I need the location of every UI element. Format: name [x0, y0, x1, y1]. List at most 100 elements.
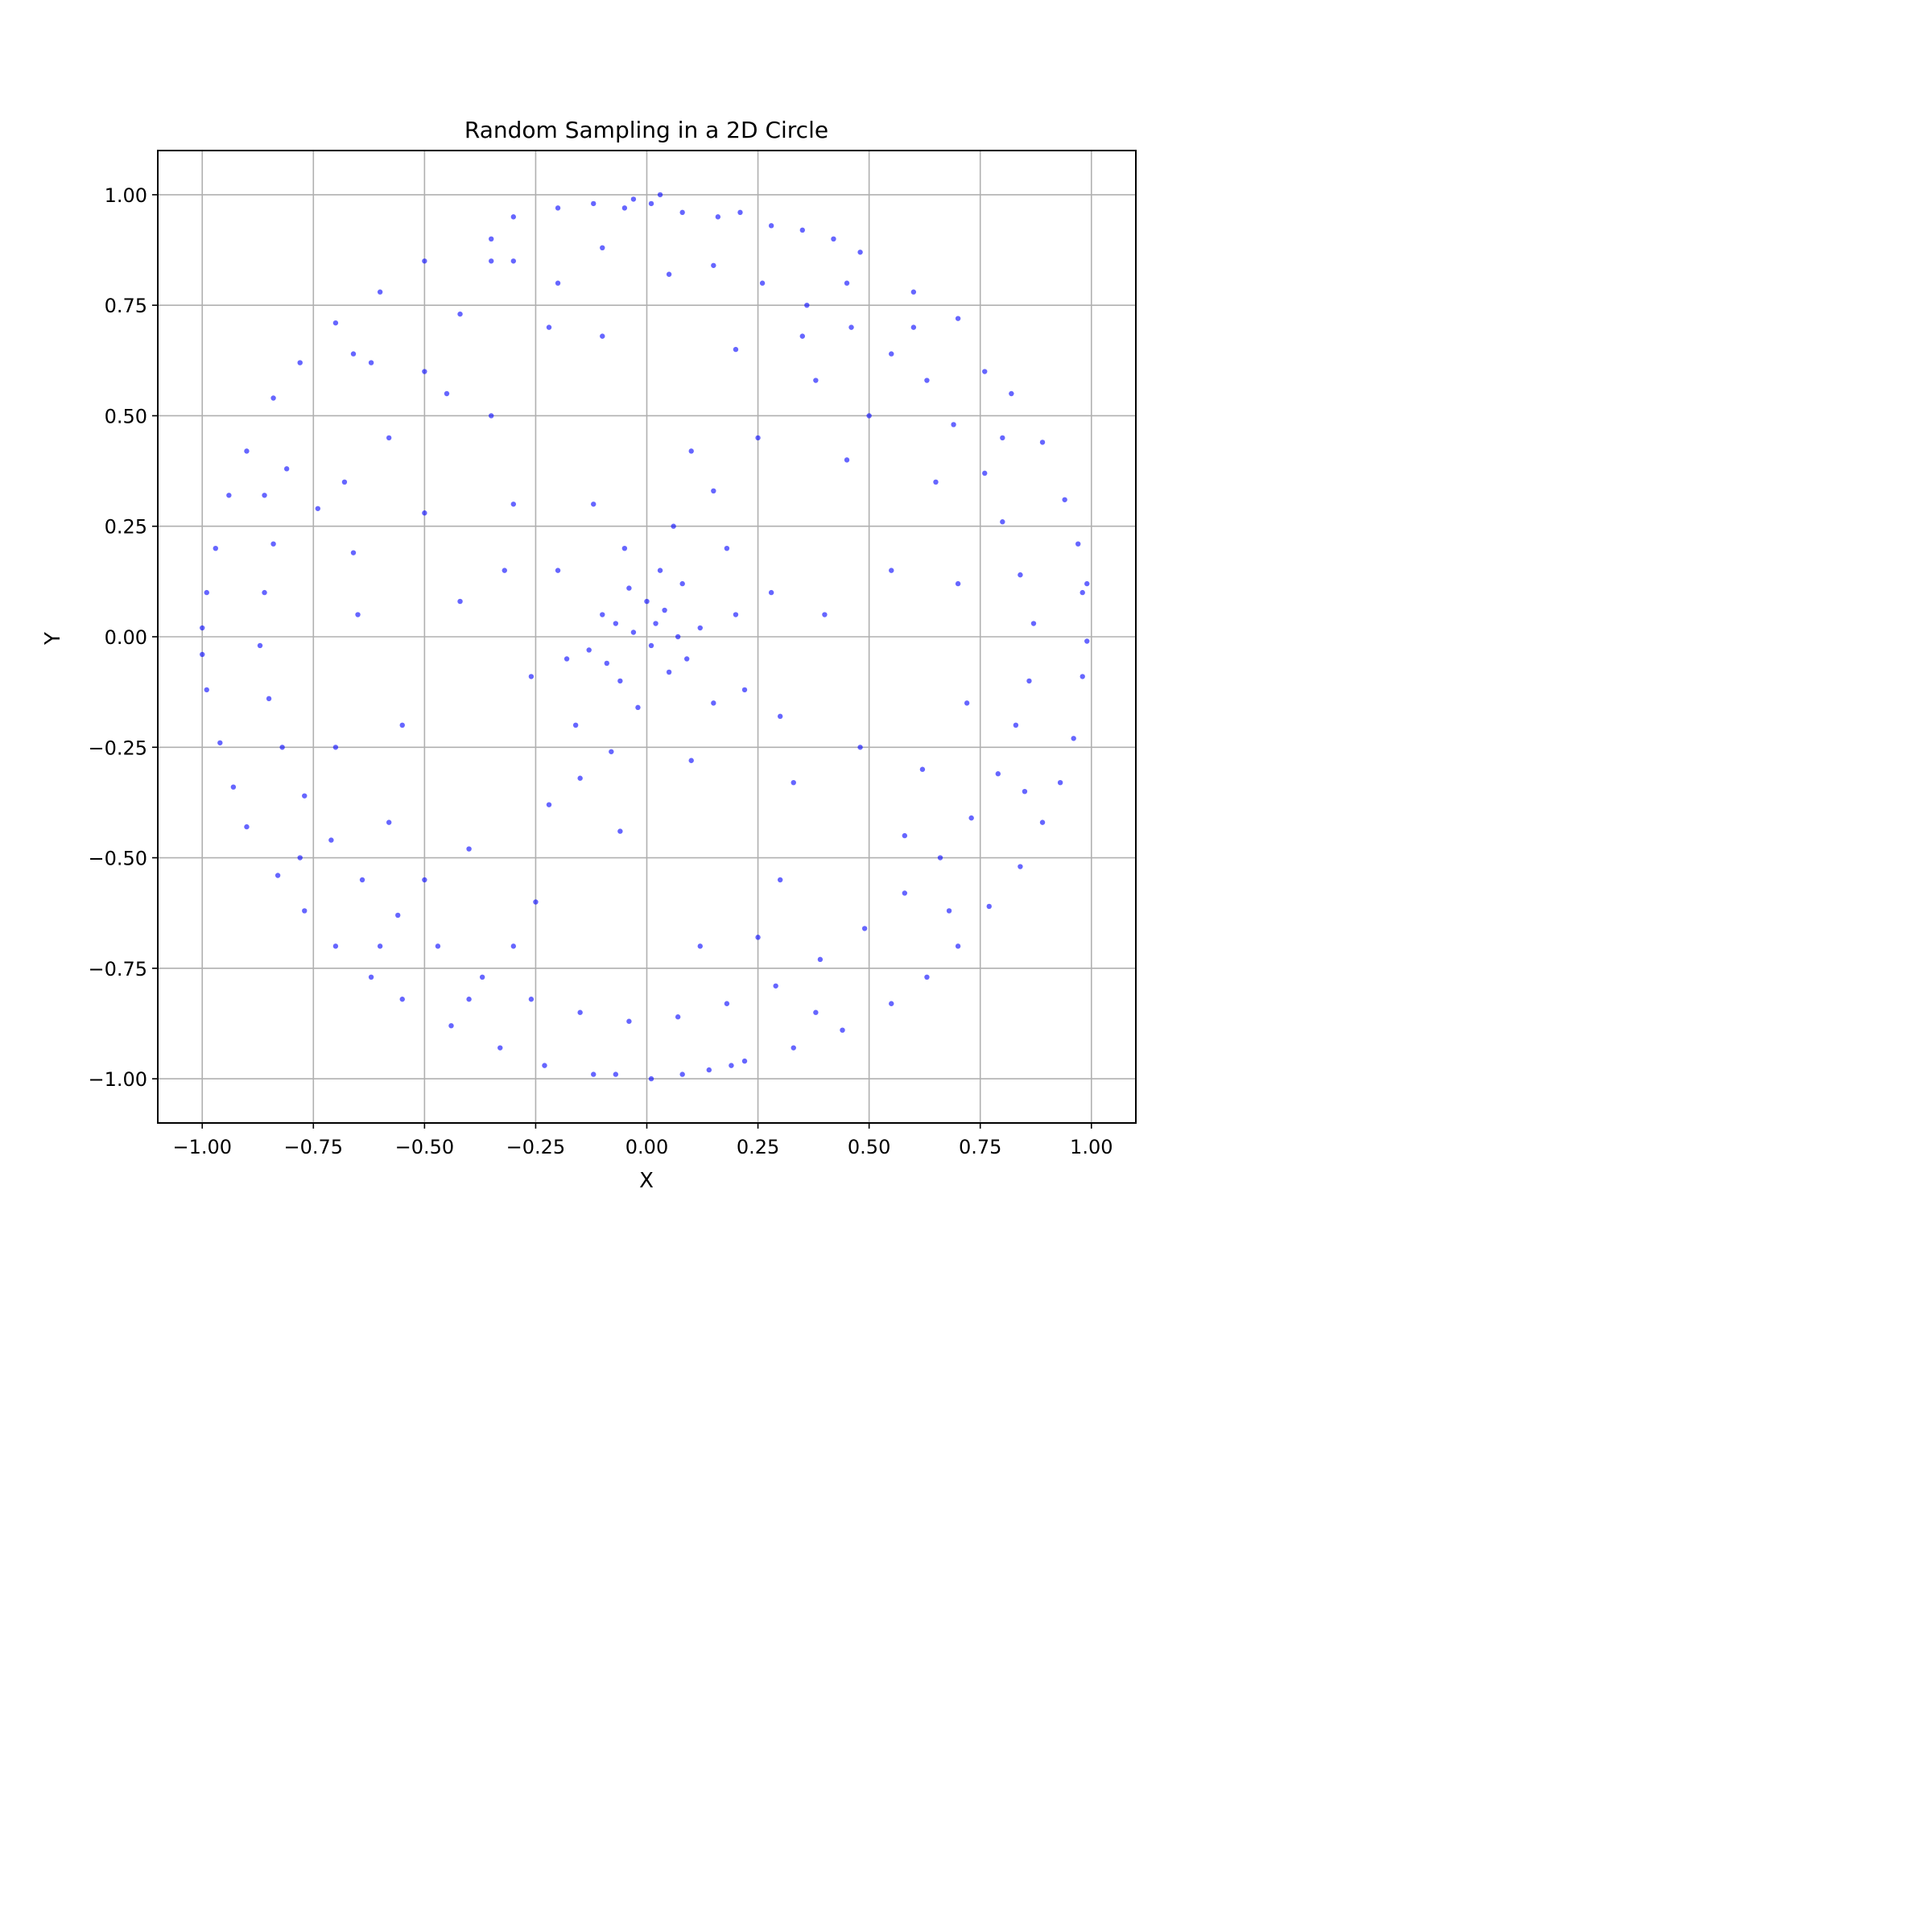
scatter-point	[857, 745, 863, 750]
scatter-point	[613, 1071, 619, 1077]
scatter-point	[332, 943, 339, 949]
scatter-point	[724, 545, 730, 551]
scatter-point	[497, 1045, 503, 1051]
scatter-point	[626, 585, 632, 591]
scatter-point	[1013, 722, 1019, 729]
y-axis: 1.00 0.75 0.50 0.25 0.00 −0.25 −0.50 −0.75 −1.00	[88, 184, 158, 1091]
scatter-point	[733, 346, 739, 353]
scatter-point	[555, 280, 561, 286]
scatter-point	[510, 214, 517, 220]
scatter-point	[1022, 788, 1028, 795]
scatter-point	[617, 678, 623, 684]
scatter-point	[679, 1071, 685, 1077]
scatter-point	[777, 877, 783, 883]
scatter-point	[937, 855, 943, 861]
scatter-point	[1018, 864, 1023, 869]
scatter-point	[457, 598, 463, 605]
scatter-point	[621, 205, 628, 211]
y-tick-label: 1.00	[105, 184, 147, 207]
scatter-point	[395, 912, 401, 919]
y-tick-label: −0.75	[88, 958, 147, 980]
scatter-point	[213, 545, 218, 551]
plot-area	[157, 150, 1137, 1124]
scatter-point	[688, 448, 694, 454]
scatter-point	[955, 316, 961, 321]
scatter-point	[257, 642, 263, 649]
scatter-point	[889, 568, 894, 573]
scatter-point	[657, 192, 663, 198]
scatter-point	[968, 815, 974, 821]
scatter-point	[399, 997, 405, 1002]
scatter-point	[813, 378, 819, 383]
scatter-point	[564, 656, 570, 662]
scatter-point	[502, 568, 507, 573]
scatter-point	[244, 824, 250, 830]
scatter-point	[435, 943, 441, 949]
scatter-point	[262, 589, 267, 596]
scatter-point	[226, 493, 232, 498]
scatter-point	[510, 502, 517, 507]
scatter-point	[768, 223, 774, 229]
scatter-point	[741, 687, 748, 693]
scatter-point	[368, 974, 374, 980]
scatter-point	[1080, 589, 1085, 596]
scatter-point	[910, 289, 917, 295]
scatter-point	[266, 696, 272, 702]
scatter-point	[813, 1009, 819, 1015]
scatter-point	[586, 647, 592, 653]
scatter-point	[244, 448, 250, 454]
x-tick-label: −1.00	[172, 1136, 232, 1158]
scatter-point	[982, 369, 988, 374]
scatter-point	[283, 466, 290, 472]
scatter-point	[1080, 674, 1085, 679]
scatter-point	[924, 378, 930, 383]
scatter-point	[951, 422, 956, 427]
scatter-points	[200, 192, 1090, 1082]
scatter-point	[315, 506, 321, 511]
scatter-point	[1000, 519, 1005, 525]
scatter-point	[733, 612, 739, 617]
scatter-point	[200, 651, 205, 658]
scatter-point	[489, 258, 494, 264]
scatter-point	[715, 214, 721, 220]
scatter-point	[279, 745, 285, 750]
scatter-point	[200, 625, 205, 631]
scatter-point	[510, 258, 517, 264]
scatter-point	[600, 333, 605, 339]
scatter-point	[1030, 621, 1037, 626]
scatter-point	[297, 855, 303, 861]
scatter-point	[555, 568, 561, 573]
scatter-point	[204, 589, 209, 596]
scatter-point	[666, 271, 672, 277]
x-tick-label: −0.75	[284, 1136, 344, 1158]
scatter-point	[422, 258, 427, 264]
scatter-point	[653, 621, 658, 626]
scatter-point	[528, 997, 535, 1002]
scatter-point	[768, 589, 774, 596]
scatter-point	[995, 771, 1001, 777]
scatter-point	[684, 656, 690, 662]
scatter-point	[644, 598, 650, 605]
scatter-point	[711, 700, 716, 706]
x-tick-label: 0.00	[625, 1136, 668, 1158]
scatter-point	[444, 390, 450, 397]
scatter-point	[600, 612, 605, 617]
scatter-point	[457, 311, 463, 317]
scatter-point	[546, 802, 552, 807]
scatter-point	[866, 413, 872, 419]
scatter-point	[924, 974, 930, 980]
scatter-point	[773, 983, 778, 989]
scatter-point	[262, 493, 267, 498]
scatter-point	[817, 956, 824, 963]
y-tick-label: 0.00	[105, 626, 147, 649]
scatter-point	[662, 607, 667, 613]
scatter-point	[275, 873, 281, 878]
scatter-point	[679, 209, 685, 216]
scatter-point	[466, 997, 472, 1002]
scatter-point	[448, 1023, 454, 1029]
scatter-point	[755, 935, 761, 940]
scatter-point	[1039, 440, 1046, 445]
scatter-point	[831, 236, 836, 242]
scatter-point	[591, 1071, 597, 1077]
scatter-point	[861, 926, 868, 931]
